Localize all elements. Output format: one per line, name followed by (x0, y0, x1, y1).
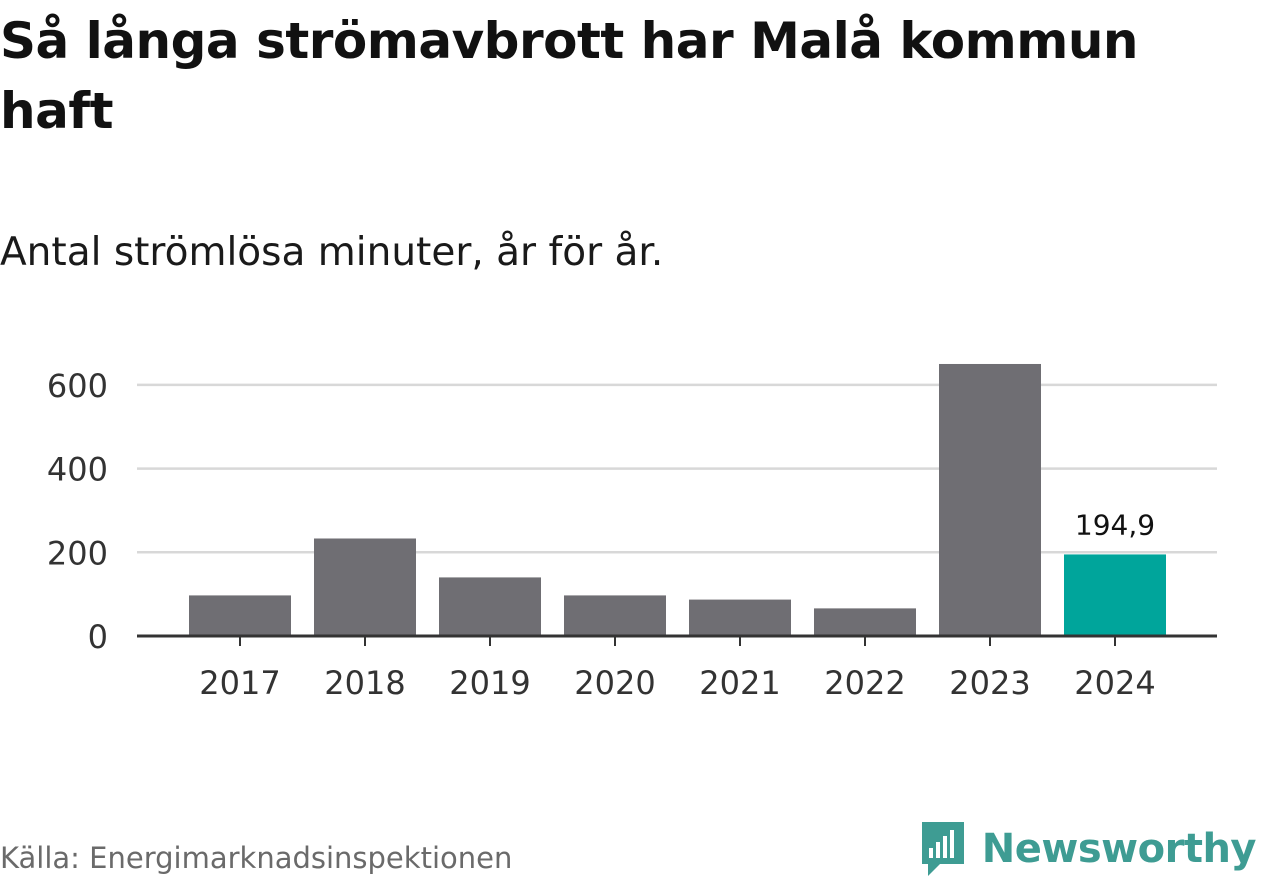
gridlines (137, 383, 1217, 554)
x-tick-label-2023: 2023 (949, 664, 1030, 702)
x-tick-label-2018: 2018 (324, 664, 405, 702)
bar-2023 (939, 363, 1041, 636)
x-tick-label-2024: 2024 (1074, 664, 1155, 702)
y-tick-label: 0 (88, 618, 108, 656)
brand-logo-block: Newsworthy (918, 818, 1257, 880)
chart-subtitle: Antal strömlösa minuter, år för år. (0, 230, 664, 275)
x-tick-label-2020: 2020 (574, 664, 655, 702)
chart-title: Så långa strömavbrott har Malå kommun ha… (0, 12, 1139, 140)
brand-name: Newsworthy (981, 826, 1257, 872)
x-axis-tick-labels: 2017 2018 2019 2020 2021 2022 2023 2024 (199, 664, 1155, 702)
bar-2022 (814, 608, 916, 636)
bar-2021 (689, 599, 791, 636)
bars (189, 363, 1166, 636)
y-tick-label: 600 (47, 367, 108, 405)
source-note: Källa: Energimarknadsinspektionen (0, 841, 513, 875)
bar-2024 (1064, 554, 1166, 636)
x-tick-label-2017: 2017 (199, 664, 280, 702)
y-tick-label: 400 (47, 451, 108, 489)
y-axis-tick-labels: 0 200 400 600 (47, 367, 108, 656)
bar-2019 (439, 577, 541, 636)
bar-2018 (314, 538, 416, 636)
bar-2020 (564, 595, 666, 636)
x-tick-label-2022: 2022 (824, 664, 905, 702)
x-tick-label-2021: 2021 (699, 664, 780, 702)
newsworthy-bar-chart-speech-bubble-icon (921, 822, 964, 876)
data-labels: 194,9 (1075, 508, 1155, 541)
bar-2017 (189, 595, 291, 636)
data-label-2024: 194,9 (1075, 508, 1155, 541)
x-axis-ticks (239, 636, 1116, 646)
x-tick-label-2019: 2019 (449, 664, 530, 702)
y-tick-label: 200 (47, 534, 108, 572)
